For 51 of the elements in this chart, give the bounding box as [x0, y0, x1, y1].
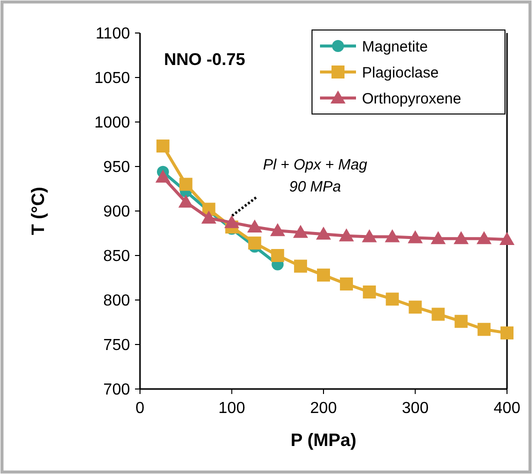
point: [316, 226, 331, 240]
point: [500, 326, 514, 340]
x-tick-label: 200: [310, 400, 337, 417]
y-tick-label: 750: [103, 337, 130, 354]
y-tick-label: 1050: [94, 70, 130, 88]
point: [317, 268, 330, 282]
point: [293, 224, 308, 238]
point: [386, 292, 399, 306]
annotation: Pl + Opx + Mag 90 MPa: [263, 156, 368, 196]
point: [178, 194, 194, 208]
point: [454, 231, 469, 244]
point: [248, 236, 262, 250]
point: [156, 140, 170, 153]
point: [338, 228, 354, 242]
y-tick-label: 900: [103, 204, 130, 221]
point: [270, 223, 286, 236]
point: [271, 249, 284, 262]
y-tick-label: 700: [103, 382, 130, 399]
point: [179, 178, 192, 191]
point: [408, 300, 422, 314]
x-tick-label: 300: [402, 400, 429, 417]
point: [362, 229, 377, 242]
point: [201, 210, 216, 224]
point: [478, 322, 491, 336]
x-tick-label: 0: [136, 400, 145, 417]
y-axis-title: T (°C): [28, 186, 48, 236]
legend-label: Magnetite: [362, 38, 428, 56]
x-axis-title: P (MPa): [290, 430, 356, 450]
point: [155, 170, 170, 183]
point: [362, 285, 376, 298]
legend-label: Orthopyroxene: [362, 90, 462, 108]
point: [224, 215, 240, 228]
y-tick-label: 800: [103, 292, 130, 310]
point: [384, 229, 400, 242]
point: [430, 231, 446, 244]
x-tick-label: 100: [218, 400, 246, 417]
point: [476, 231, 492, 244]
point: [500, 232, 514, 245]
y-tick-label: 1000: [94, 114, 130, 132]
point: [454, 314, 468, 328]
point: [294, 260, 308, 273]
point: [340, 277, 353, 290]
legend-label: Plagioclase: [362, 64, 439, 82]
y-tick-label: 850: [103, 248, 130, 266]
y-tick-label: 950: [103, 159, 130, 176]
x-tick-label: 400: [494, 400, 520, 417]
y-tick-label: 1100: [96, 26, 130, 43]
point: [247, 220, 262, 233]
annotation: NNO -0.75: [164, 50, 246, 69]
point: [408, 230, 423, 244]
point: [432, 308, 445, 321]
